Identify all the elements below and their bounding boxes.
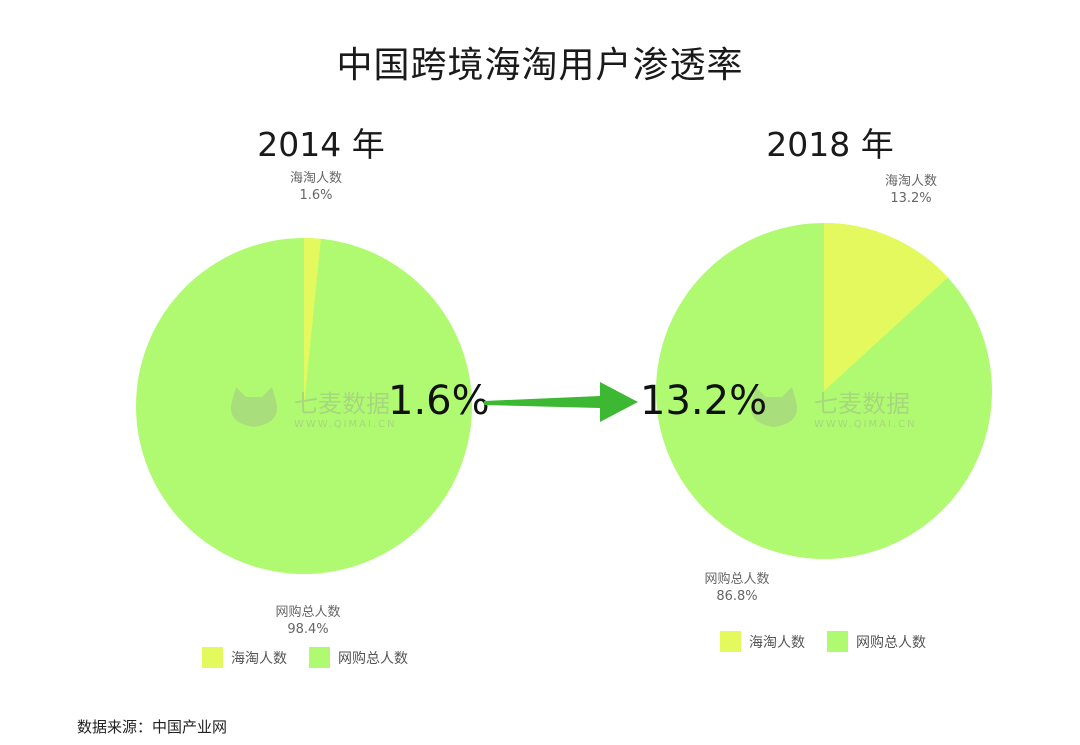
legend-label-haitao: 海淘人数: [749, 634, 805, 651]
total-value-text: 98.4%: [287, 622, 329, 637]
total-value-text: 86.8%: [716, 589, 758, 604]
year-label-2018: 2018 年: [766, 125, 894, 164]
haitao-value-text: 13.2%: [890, 191, 932, 206]
pie-2014-haitao-label: 海淘人数 1.6%: [256, 170, 376, 204]
page-title: 中国跨境海淘用户渗透率: [336, 45, 744, 86]
legend-item-online-total: 网购总人数: [827, 631, 926, 652]
total-label-text: 网购总人数: [704, 572, 770, 587]
growth-arrow-icon: [484, 382, 638, 422]
value-2014: 1.6%: [388, 378, 490, 424]
watermark-left: 七麦数据 WWW.QIMAI.CN: [222, 383, 397, 431]
legend-item-haitao: 海淘人数: [202, 647, 287, 668]
watermark-url: WWW.QIMAI.CN: [814, 419, 917, 430]
pie-2014-total-label: 网购总人数 98.4%: [248, 604, 368, 638]
legend-swatch-haitao: [720, 631, 741, 652]
legend-label-online-total: 网购总人数: [856, 634, 926, 651]
haitao-label-text: 海淘人数: [884, 174, 937, 189]
pie-slice-haitao-2018: [824, 223, 948, 391]
pie-chart-2018: [656, 223, 992, 559]
watermark-name: 七麦数据: [814, 390, 910, 418]
legend-item-online-total: 网购总人数: [309, 647, 408, 668]
legend-label-haitao: 海淘人数: [231, 650, 287, 667]
legend-swatch-online-total: [309, 647, 330, 668]
legend-swatch-haitao: [202, 647, 223, 668]
legend-2014: 海淘人数 网购总人数: [202, 647, 430, 668]
pie-2018-haitao-label: 海淘人数 13.2%: [851, 173, 971, 207]
haitao-label-text: 海淘人数: [289, 171, 342, 186]
legend-2018: 海淘人数 网购总人数: [720, 631, 948, 652]
watermark-name: 七麦数据: [294, 390, 390, 418]
value-2018: 13.2%: [640, 378, 768, 424]
pie-2018-total-label: 网购总人数 86.8%: [677, 571, 797, 605]
haitao-value-text: 1.6%: [299, 188, 333, 203]
watermark-url: WWW.QIMAI.CN: [294, 419, 397, 430]
legend-label-online-total: 网购总人数: [338, 650, 408, 667]
watermark-right: 七麦数据 WWW.QIMAI.CN: [742, 383, 917, 431]
pie-chart-2014: [136, 238, 472, 574]
total-label-text: 网购总人数: [275, 605, 341, 620]
data-source: 数据来源：中国产业网: [77, 718, 228, 736]
legend-item-haitao: 海淘人数: [720, 631, 805, 652]
pie-slice-haitao-2014: [304, 238, 321, 406]
legend-swatch-online-total: [827, 631, 848, 652]
year-label-2014: 2014 年: [257, 125, 385, 164]
cat-logo-icon: [230, 387, 278, 427]
cat-logo-icon: [750, 387, 798, 427]
